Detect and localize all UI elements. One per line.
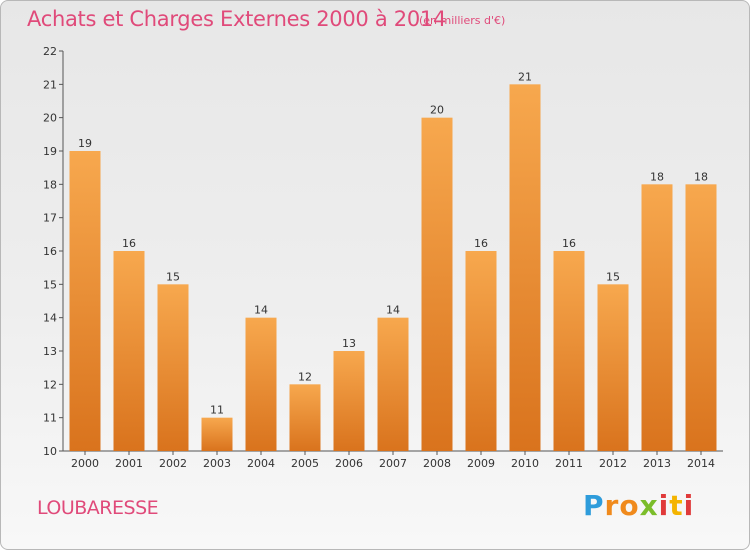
bar-2003 (201, 417, 233, 451)
value-label-2009: 16 (474, 237, 488, 250)
bar-2008 (421, 117, 453, 452)
value-label-2002: 15 (166, 270, 180, 283)
logo-letter: t (669, 489, 684, 522)
x-tick-label-2009: 2009 (467, 457, 495, 470)
value-label-2000: 19 (78, 137, 92, 150)
bar-2014 (685, 184, 717, 452)
bar-2009 (465, 251, 497, 451)
y-tick-label: 10 (43, 445, 57, 458)
y-tick-label: 15 (43, 278, 57, 291)
logo-letter: P (583, 489, 605, 522)
bar-2013 (641, 184, 673, 452)
bar-2005 (289, 384, 321, 451)
bar-2006 (333, 351, 365, 451)
value-label-2013: 18 (650, 170, 664, 183)
value-label-2005: 12 (298, 370, 312, 383)
logo-letter: i (683, 489, 695, 522)
x-tick-label-2014: 2014 (687, 457, 715, 470)
value-label-2008: 20 (430, 104, 444, 117)
bar-2007 (377, 317, 409, 451)
x-tick-label-2007: 2007 (379, 457, 407, 470)
x-tick-label-2004: 2004 (247, 457, 275, 470)
x-tick-label-2010: 2010 (511, 457, 539, 470)
y-tick-label: 18 (43, 178, 57, 191)
value-labels: 19 16 15 11 14 12 13 14 20 16 21 16 15 18 18 (78, 70, 708, 416)
bar-2001 (113, 251, 145, 451)
y-tick-label: 16 (43, 245, 57, 258)
x-tick-label-2000: 2000 (71, 457, 99, 470)
logo-letter: o (619, 489, 640, 522)
x-tick-label-2003: 2003 (203, 457, 231, 470)
value-label-2003: 11 (210, 404, 224, 417)
x-tick-label-2002: 2002 (159, 457, 187, 470)
value-label-2004: 14 (254, 304, 268, 317)
x-tick-label-2001: 2001 (115, 457, 143, 470)
bar-2000 (69, 151, 101, 451)
y-tick-label: 12 (43, 378, 57, 391)
bar-2011 (553, 251, 585, 451)
value-label-2014: 18 (694, 170, 708, 183)
y-tick-label: 20 (43, 112, 57, 125)
y-tick-label: 14 (43, 312, 57, 325)
x-tick-label-2006: 2006 (335, 457, 363, 470)
value-label-2006: 13 (342, 337, 356, 350)
axes: 10 11 12 13 14 15 16 17 18 19 20 21 22 2000 2001 2002 20… (43, 45, 723, 470)
logo-letter: x (639, 489, 659, 522)
x-tick-label-2008: 2008 (423, 457, 451, 470)
x-tick-label-2012: 2012 (599, 457, 627, 470)
logo-letter: i (658, 489, 670, 522)
chart-title: Achats et Charges Externes 2000 à 2014 (27, 7, 447, 31)
value-label-2012: 15 (606, 270, 620, 283)
x-tick-label-2013: 2013 (643, 457, 671, 470)
y-tick-label: 22 (43, 45, 57, 58)
bars (69, 84, 717, 452)
proxiti-logo[interactable]: Proxiti (583, 489, 694, 522)
bar-2012 (597, 284, 629, 451)
y-tick-label: 17 (43, 212, 57, 225)
value-label-2007: 14 (386, 304, 400, 317)
y-tick-label: 19 (43, 145, 57, 158)
value-label-2011: 16 (562, 237, 576, 250)
y-tick-label: 13 (43, 345, 57, 358)
bar-2004 (245, 317, 277, 451)
value-label-2001: 16 (122, 237, 136, 250)
commune-name: LOUBARESSE (37, 497, 159, 519)
logo-letter: r (604, 489, 620, 522)
chart-subtitle: (en milliers d'€) (419, 14, 506, 27)
y-tick-label: 21 (43, 78, 57, 91)
bar-2010 (509, 84, 541, 451)
value-label-2010: 21 (518, 70, 532, 83)
y-tick-label: 11 (43, 412, 57, 425)
x-tick-label-2005: 2005 (291, 457, 319, 470)
x-tick-label-2011: 2011 (555, 457, 583, 470)
bar-2002 (157, 284, 189, 451)
